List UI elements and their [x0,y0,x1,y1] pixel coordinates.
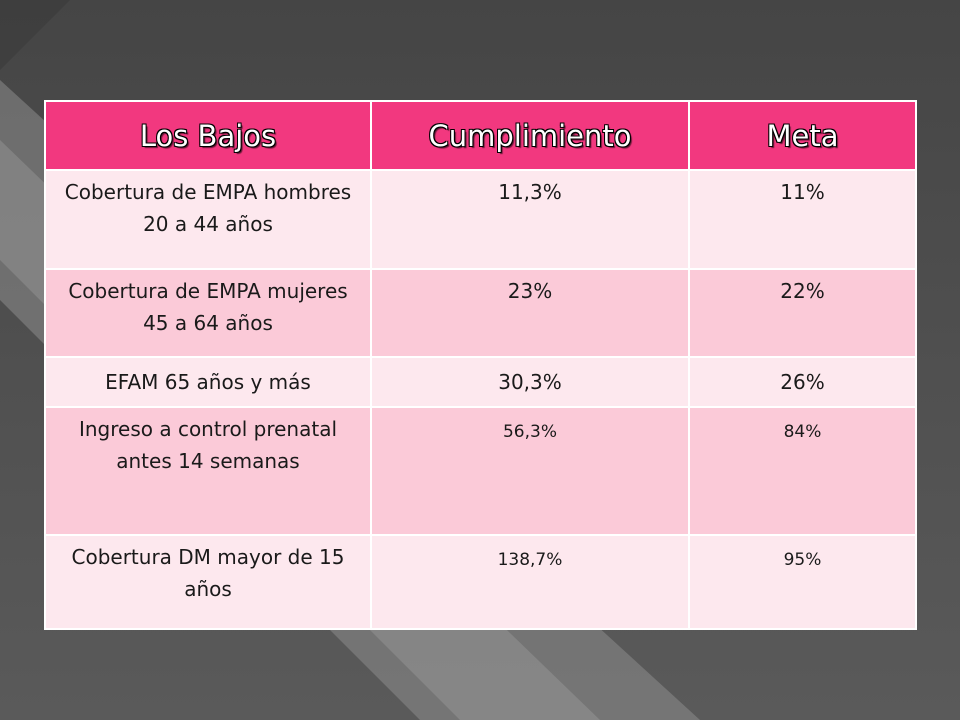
row-label: Cobertura de EMPA mujeres 45 a 64 años [44,268,372,358]
table-row: Cobertura de EMPA hombres 20 a 44 años 1… [44,169,917,270]
row-cumplimiento: 11,3% [370,169,690,270]
row-label: Cobertura de EMPA hombres 20 a 44 años [44,169,372,270]
table-row: Ingreso a control prenatal antes 14 sema… [44,406,917,536]
header-los-bajos: Los Bajos [44,100,372,171]
row-cumplimiento: 56,3% [370,406,690,536]
row-cumplimiento: 30,3% [370,356,690,408]
table-row: Cobertura de EMPA mujeres 45 a 64 años 2… [44,268,917,358]
indicators-table: Los Bajos Cumplimiento Meta Cobertura de… [44,100,917,630]
header-cumplimiento: Cumplimiento [370,100,690,171]
row-label: Ingreso a control prenatal antes 14 sema… [44,406,372,536]
row-meta: 22% [688,268,917,358]
row-meta: 84% [688,406,917,536]
row-label: EFAM 65 años y más [44,356,372,408]
header-meta: Meta [688,100,917,171]
table-row: Cobertura DM mayor de 15 años 138,7% 95% [44,534,917,630]
table-row: EFAM 65 años y más 30,3% 26% [44,356,917,408]
background-diagonal-shade [0,0,70,70]
row-label: Cobertura DM mayor de 15 años [44,534,372,630]
table-header-row: Los Bajos Cumplimiento Meta [44,100,917,171]
row-cumplimiento: 138,7% [370,534,690,630]
row-meta: 26% [688,356,917,408]
row-cumplimiento: 23% [370,268,690,358]
row-meta: 95% [688,534,917,630]
row-meta: 11% [688,169,917,270]
indicators-table-container: Los Bajos Cumplimiento Meta Cobertura de… [44,100,917,630]
